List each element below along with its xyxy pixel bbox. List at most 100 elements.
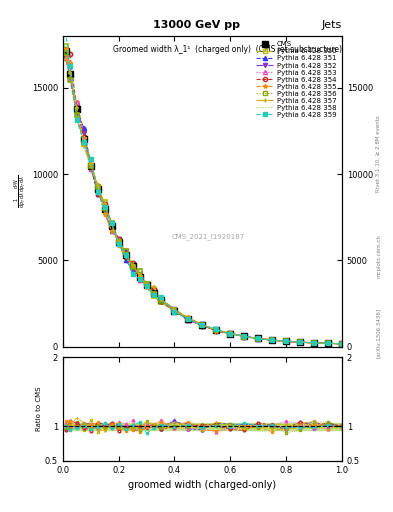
Pythia 6.428 350 (88, 164, 93, 170)
Pythia 6.428 350 (186, 316, 191, 323)
CMS (340, 340, 344, 347)
Pythia 6.428 351 (214, 327, 219, 333)
Pythia 6.428 351 (75, 110, 79, 116)
Pythia 6.428 352 (340, 341, 344, 347)
Pythia 6.428 353 (200, 323, 205, 329)
Pythia 6.428 352 (326, 340, 331, 346)
CMS (326, 340, 331, 347)
Pythia 6.428 358 (312, 340, 316, 346)
Pythia 6.428 352 (172, 306, 177, 312)
Pythia 6.428 359 (63, 29, 68, 35)
Pythia 6.428 353 (102, 205, 107, 211)
Pythia 6.428 353 (242, 333, 247, 339)
Text: Groomed width λ_1¹  (charged only)  (CMS jet substructure): Groomed width λ_1¹ (charged only) (CMS j… (113, 45, 342, 54)
Pythia 6.428 355 (95, 182, 100, 188)
Pythia 6.428 357 (63, 55, 68, 61)
Pythia 6.428 355 (137, 273, 142, 279)
Pythia 6.428 355 (88, 161, 93, 167)
Line: Pythia 6.428 351: Pythia 6.428 351 (64, 54, 344, 346)
Pythia 6.428 351 (88, 163, 93, 169)
Pythia 6.428 351 (298, 339, 303, 345)
Pythia 6.428 352 (123, 248, 128, 254)
Pythia 6.428 357 (144, 281, 149, 287)
CMS (158, 296, 163, 303)
Pythia 6.428 352 (116, 236, 121, 242)
CMS (68, 71, 72, 77)
Pythia 6.428 357 (200, 322, 205, 328)
Pythia 6.428 358 (144, 286, 149, 292)
Pythia 6.428 352 (242, 333, 247, 339)
Pythia 6.428 352 (130, 264, 135, 270)
Pythia 6.428 350 (102, 199, 107, 205)
Pythia 6.428 352 (312, 340, 316, 346)
Pythia 6.428 358 (151, 290, 156, 296)
Pythia 6.428 352 (95, 186, 100, 193)
Pythia 6.428 351 (151, 290, 156, 296)
Pythia 6.428 352 (63, 55, 68, 61)
Pythia 6.428 356 (214, 327, 219, 333)
Pythia 6.428 351 (312, 340, 316, 346)
Pythia 6.428 355 (270, 337, 275, 343)
Pythia 6.428 355 (151, 290, 156, 296)
Pythia 6.428 355 (75, 117, 79, 123)
Pythia 6.428 351 (270, 337, 275, 343)
Pythia 6.428 355 (116, 237, 121, 243)
CMS (81, 136, 86, 142)
Pythia 6.428 357 (68, 70, 72, 76)
Pythia 6.428 351 (144, 281, 149, 287)
Pythia 6.428 357 (123, 254, 128, 261)
Pythia 6.428 350 (116, 240, 121, 246)
Pythia 6.428 359 (340, 341, 344, 347)
Pythia 6.428 357 (81, 143, 86, 150)
Pythia 6.428 356 (256, 336, 261, 342)
Pythia 6.428 351 (242, 333, 247, 339)
Pythia 6.428 356 (63, 50, 68, 56)
Pythia 6.428 354 (102, 201, 107, 207)
Pythia 6.428 355 (284, 338, 288, 345)
Pythia 6.428 352 (137, 271, 142, 278)
Pythia 6.428 354 (228, 330, 233, 336)
X-axis label: groomed width (charged-only): groomed width (charged-only) (129, 480, 276, 490)
Pythia 6.428 353 (75, 99, 79, 105)
Pythia 6.428 354 (158, 298, 163, 304)
Pythia 6.428 356 (116, 239, 121, 245)
Pythia 6.428 351 (186, 317, 191, 323)
Pythia 6.428 357 (256, 335, 261, 342)
Pythia 6.428 351 (326, 340, 331, 346)
Pythia 6.428 355 (68, 60, 72, 67)
Pythia 6.428 356 (68, 77, 72, 83)
Pythia 6.428 356 (102, 205, 107, 211)
Pythia 6.428 356 (312, 340, 316, 346)
Pythia 6.428 356 (88, 163, 93, 169)
Pythia 6.428 354 (95, 191, 100, 197)
Pythia 6.428 357 (242, 333, 247, 339)
Pythia 6.428 359 (109, 221, 114, 227)
Pythia 6.428 359 (151, 292, 156, 298)
Pythia 6.428 354 (284, 338, 288, 344)
Pythia 6.428 358 (63, 52, 68, 58)
Pythia 6.428 353 (151, 289, 156, 295)
Pythia 6.428 354 (200, 323, 205, 329)
Pythia 6.428 359 (186, 316, 191, 323)
Pythia 6.428 355 (214, 328, 219, 334)
Pythia 6.428 357 (158, 296, 163, 302)
Pythia 6.428 357 (151, 284, 156, 290)
Pythia 6.428 355 (172, 308, 177, 314)
Pythia 6.428 351 (256, 336, 261, 342)
CMS (63, 48, 68, 54)
CMS (312, 340, 316, 346)
Pythia 6.428 355 (340, 340, 344, 347)
Pythia 6.428 353 (158, 296, 163, 303)
Pythia 6.428 351 (81, 124, 86, 131)
CMS (75, 106, 79, 112)
Pythia 6.428 359 (88, 156, 93, 162)
Pythia 6.428 354 (63, 47, 68, 53)
Pythia 6.428 358 (109, 222, 114, 228)
Pythia 6.428 356 (151, 291, 156, 297)
Pythia 6.428 356 (144, 281, 149, 287)
Pythia 6.428 359 (256, 335, 261, 342)
CMS (137, 273, 142, 280)
Pythia 6.428 351 (158, 297, 163, 303)
Pythia 6.428 358 (81, 143, 86, 149)
Pythia 6.428 354 (109, 221, 114, 227)
